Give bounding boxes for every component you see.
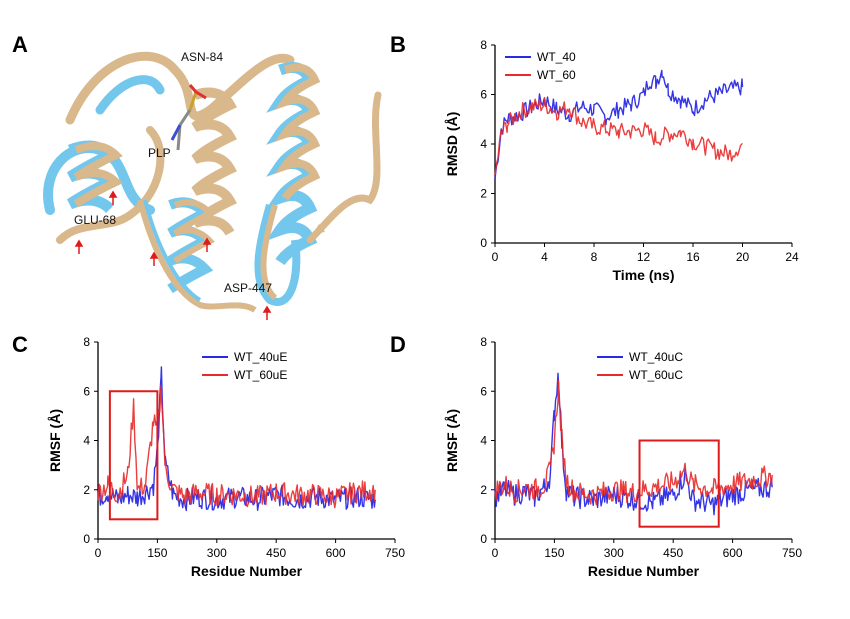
y-tick-label: 4 bbox=[480, 137, 487, 151]
legend-label: WT_60uC bbox=[629, 368, 683, 382]
legend-label: WT_40uE bbox=[234, 350, 287, 364]
x-tick-label: 8 bbox=[591, 250, 598, 264]
annotation-plp: PLP bbox=[148, 146, 171, 160]
y-tick-label: 8 bbox=[480, 335, 487, 349]
panel-label-a: A bbox=[12, 32, 28, 57]
annotation-asn84: ASN-84 bbox=[181, 50, 223, 64]
y-tick-label: 4 bbox=[83, 434, 90, 448]
x-tick-label: 450 bbox=[663, 546, 683, 560]
series-line-wt_40ue bbox=[97, 366, 376, 512]
plp-ligand bbox=[170, 84, 207, 151]
x-tick-label: 450 bbox=[266, 546, 286, 560]
y-axis-label: RMSF (Å) bbox=[47, 409, 63, 472]
y-tick-label: 0 bbox=[83, 532, 90, 546]
x-tick-label: 750 bbox=[782, 546, 802, 560]
chart-panel-c: 0 2 4 6 8 0 150 300 450 600 750 Residue Number RMSF … bbox=[47, 335, 405, 579]
x-tick-label: 150 bbox=[544, 546, 564, 560]
panel-label-b: B bbox=[390, 32, 406, 57]
x-tick-label: 16 bbox=[686, 250, 700, 264]
protein-structure-image: ASN-84 PLP GLU-68 ASP-447 bbox=[43, 50, 382, 320]
x-tick-label: 600 bbox=[326, 546, 346, 560]
x-tick-label: 600 bbox=[723, 546, 743, 560]
y-tick-label: 2 bbox=[480, 187, 487, 201]
x-tick-label: 4 bbox=[541, 250, 548, 264]
legend-label: WT_40uC bbox=[629, 350, 683, 364]
y-tick-label: 6 bbox=[83, 384, 90, 398]
y-tick-label: 0 bbox=[480, 532, 487, 546]
x-axis-label: Time (ns) bbox=[613, 267, 675, 283]
y-tick-label: 8 bbox=[480, 38, 487, 52]
y-tick-label: 2 bbox=[480, 483, 487, 497]
y-tick-label: 6 bbox=[480, 88, 487, 102]
chart-panel-d: 0 2 4 6 8 0 150 300 450 600 750 Residue Number RMSF … bbox=[444, 335, 802, 579]
x-axis-label: Residue Number bbox=[588, 563, 700, 579]
series-line-wt_60ue bbox=[97, 384, 376, 509]
x-tick-label: 24 bbox=[785, 250, 799, 264]
helix-left bbox=[66, 140, 123, 214]
panel-label-d: D bbox=[390, 332, 406, 357]
legend-label: WT_40 bbox=[537, 50, 576, 64]
x-tick-label: 750 bbox=[385, 546, 405, 560]
y-tick-label: 4 bbox=[480, 434, 487, 448]
helix-center bbox=[167, 87, 237, 294]
panel-label-c: C bbox=[12, 332, 28, 357]
highlight-box bbox=[638, 439, 720, 528]
y-axis-label: RMSD (Å) bbox=[444, 112, 460, 177]
y-tick-label: 2 bbox=[83, 483, 90, 497]
annotation-asp447: ASP-447 bbox=[224, 281, 272, 295]
x-tick-label: 300 bbox=[207, 546, 227, 560]
y-tick-label: 8 bbox=[83, 335, 90, 349]
helix-right bbox=[254, 62, 321, 306]
x-axis-label: Residue Number bbox=[191, 563, 303, 579]
x-tick-label: 0 bbox=[492, 546, 499, 560]
legend-label: WT_60 bbox=[537, 68, 576, 82]
residue-arrows bbox=[74, 190, 272, 320]
series-line-wt_40 bbox=[494, 69, 744, 179]
y-axis-label: RMSF (Å) bbox=[444, 409, 460, 472]
y-tick-label: 0 bbox=[480, 236, 487, 250]
x-tick-label: 0 bbox=[492, 250, 499, 264]
x-tick-label: 300 bbox=[604, 546, 624, 560]
highlight-box bbox=[108, 390, 159, 521]
x-tick-label: 150 bbox=[147, 546, 167, 560]
annotation-glu68: GLU-68 bbox=[74, 213, 116, 227]
x-tick-label: 20 bbox=[736, 250, 750, 264]
legend-label: WT_60uE bbox=[234, 368, 287, 382]
y-tick-label: 6 bbox=[480, 384, 487, 398]
series-line-wt_60uc bbox=[494, 379, 773, 506]
x-tick-label: 0 bbox=[95, 546, 102, 560]
series-line-wt_60 bbox=[494, 96, 743, 176]
x-tick-label: 12 bbox=[637, 250, 651, 264]
